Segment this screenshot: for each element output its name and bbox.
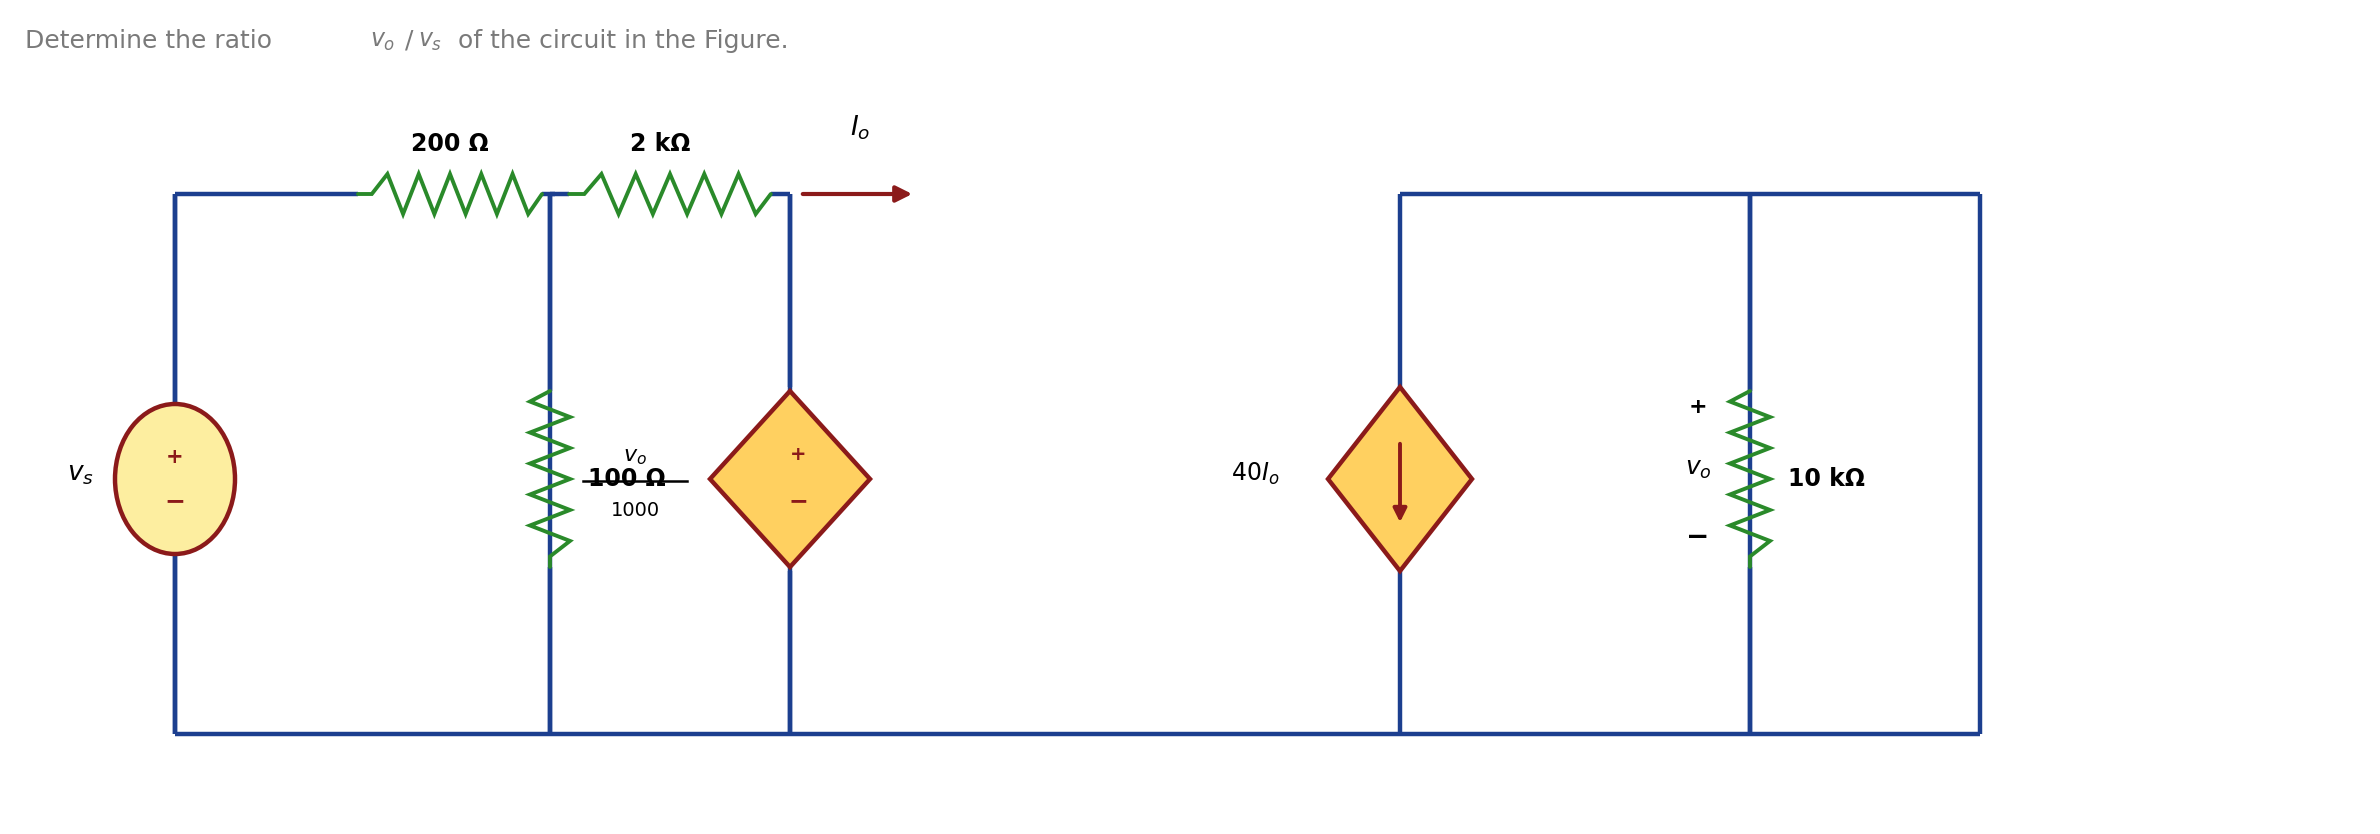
Text: $v_o$: $v_o$ [369,29,395,53]
Text: $v_s$: $v_s$ [67,461,93,487]
Text: 10 kΩ: 10 kΩ [1787,467,1866,491]
Text: $v_o$: $v_o$ [1685,457,1711,481]
Text: Determine the ratio: Determine the ratio [26,29,281,53]
Text: $v_o$: $v_o$ [624,447,647,467]
Text: $v_s$: $v_s$ [419,29,443,53]
Text: +: + [167,447,183,467]
Text: 2 kΩ: 2 kΩ [631,132,690,156]
Text: −: − [164,489,186,513]
Polygon shape [1328,387,1471,571]
Text: $40I_o$: $40I_o$ [1230,461,1278,487]
Text: 200 Ω: 200 Ω [412,132,488,156]
Polygon shape [709,391,871,567]
Text: +: + [1690,397,1706,417]
Text: 100 Ω: 100 Ω [588,467,666,491]
Text: $I_o$: $I_o$ [850,113,871,142]
Text: +: + [790,445,807,465]
Text: −: − [1687,523,1709,551]
Text: −: − [788,489,807,513]
Text: /: / [405,29,414,53]
Text: 1000: 1000 [609,501,659,520]
Text: of the circuit in the Figure.: of the circuit in the Figure. [450,29,788,53]
Ellipse shape [114,404,236,554]
